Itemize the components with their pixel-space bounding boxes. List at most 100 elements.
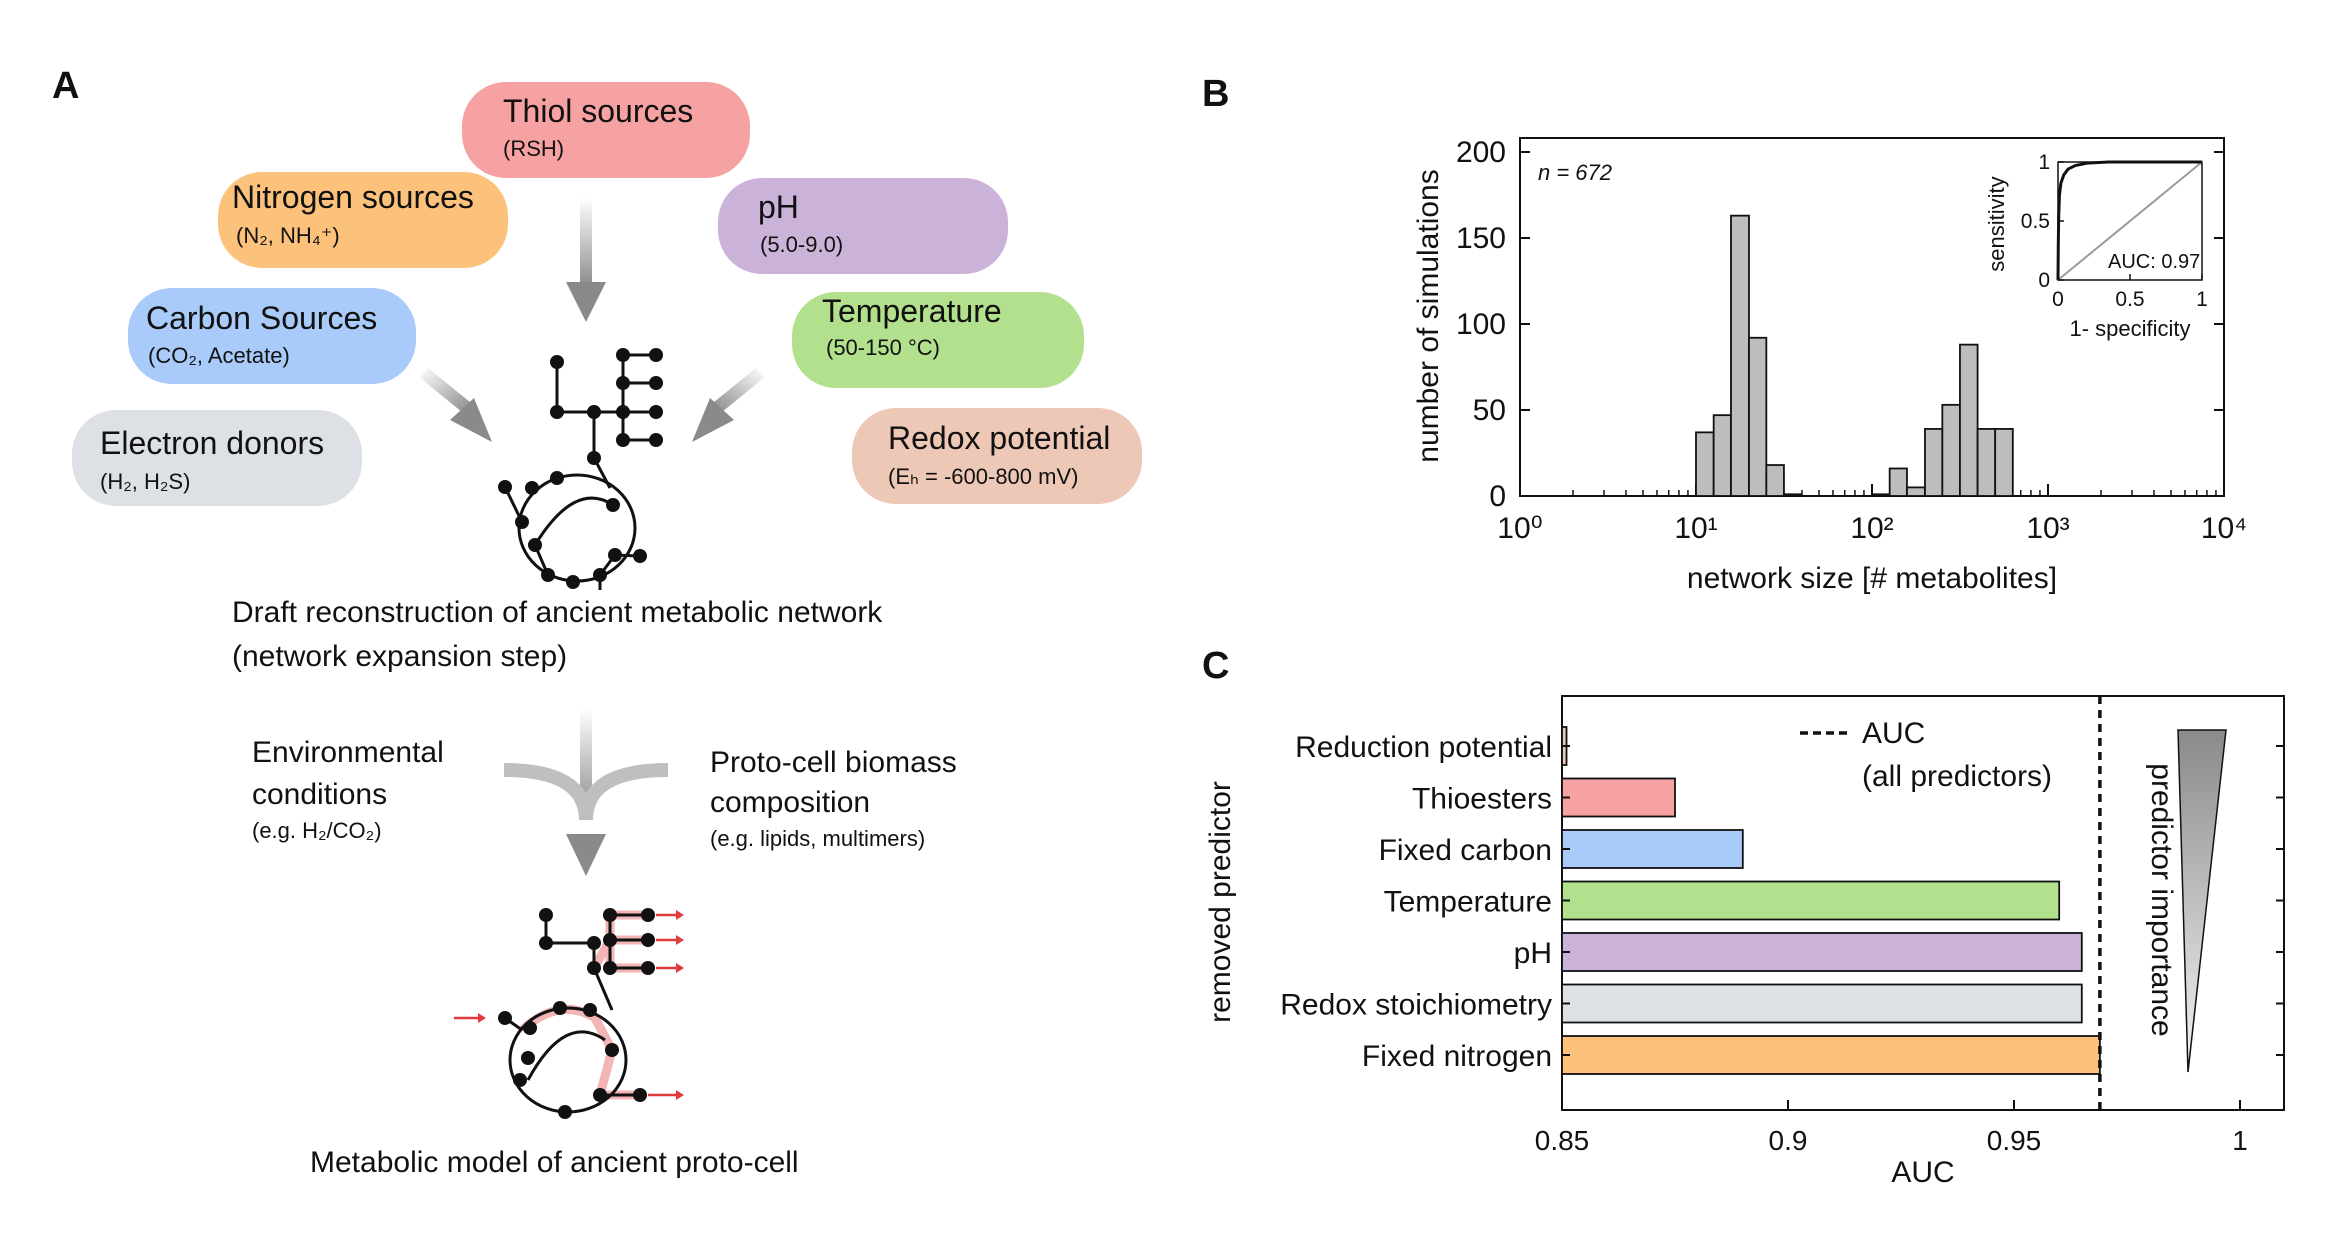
y-tick-label: 0 [1489, 480, 1506, 513]
arrow-head-left [450, 398, 492, 442]
exchange-arrows [454, 910, 684, 1100]
arrow-shaft-right [714, 368, 764, 412]
x-tick-label: 10⁴ [2201, 512, 2247, 545]
pill-background [792, 292, 1084, 388]
source-pill-ph: pH (5.0-9.0) [718, 178, 1008, 274]
histogram-bar [1695, 431, 1715, 497]
histogram-bar [1924, 428, 1944, 497]
predictor-label: Reduction potential [1295, 731, 1552, 764]
merge-arrow-head [566, 834, 606, 876]
predictor-label: Thioesters [1412, 783, 1552, 816]
source-pill-thiol: Thiol sources (RSH) [462, 82, 750, 178]
auc-bar [1561, 880, 2061, 921]
auc-bar [1561, 829, 1744, 869]
predictor-label: Fixed nitrogen [1362, 1040, 1552, 1073]
auc-x-axis-label: AUC [1891, 1156, 1954, 1189]
roc-curve [2056, 160, 2202, 281]
y-tick-label: 100 [1456, 308, 1506, 341]
roc-x-tick-label: 1 [2196, 288, 2208, 311]
pill-title: Thiol sources [503, 93, 693, 129]
auc-right-ticks [2276, 745, 2284, 1056]
panel-letter-a: A [52, 65, 79, 107]
pill-title: Temperature [822, 293, 1002, 329]
predictor-label: Temperature [1384, 886, 1552, 919]
histogram-bar [1994, 428, 2014, 497]
histogram-bar [1783, 493, 1803, 497]
network-tree [594, 353, 656, 442]
pill-title: Electron donors [100, 425, 324, 461]
environment-label-line1: Environmental [252, 736, 444, 769]
histogram-bar [1712, 414, 1732, 497]
model-nodes [498, 908, 655, 1119]
predictor-label: pH [1514, 937, 1552, 970]
pill-title: Nitrogen sources [232, 179, 474, 215]
arrow-shaft-left [420, 368, 470, 412]
merge-arrow-right-branch [579, 763, 669, 821]
draft-network-nodes [498, 348, 663, 589]
reference-legend-line1: AUC [1862, 717, 1925, 750]
x-tick-label: 10³ [2026, 512, 2069, 545]
panel-letter-c: C [1202, 645, 1229, 687]
reference-legend-line2: (all predictors) [1862, 760, 2052, 793]
predictor-label: Fixed carbon [1379, 834, 1552, 867]
histogram-y-axis-label: number of simulations [1412, 169, 1445, 462]
histogram-bar [1730, 214, 1750, 497]
arrow-head-top [566, 282, 606, 322]
source-pill-carbon: Carbon Sources (CO₂, Acetate) [128, 288, 416, 384]
source-pill-temperature: Temperature (50-150 °C) [792, 292, 1084, 388]
pill-background [128, 288, 416, 384]
histogram-bar [1941, 403, 1961, 497]
model-network-graph [454, 908, 684, 1119]
auc-x-ticks: 0.85 0.9 0.95 1 [1535, 1100, 2248, 1156]
pill-background [462, 82, 750, 178]
roc-x-tick-label: 0 [2052, 288, 2064, 311]
network-branch [555, 362, 612, 489]
pill-subtitle: (5.0-9.0) [760, 232, 843, 257]
pill-background [72, 410, 362, 506]
draft-caption-line2: (network expansion step) [232, 640, 567, 673]
histogram-bar [1765, 464, 1785, 497]
merge-arrow-left-branch [503, 763, 593, 821]
biomass-label-line2: composition [710, 786, 870, 819]
draft-caption-line1: Draft reconstruction of ancient metaboli… [232, 596, 883, 629]
y-tick-label: 50 [1473, 394, 1506, 427]
predictor-label: Redox stoichiometry [1280, 989, 1552, 1022]
x-tick-label: 0.95 [1987, 1125, 2042, 1156]
pill-subtitle: (RSH) [503, 136, 564, 161]
panel-c: C Reduction potential Thioesters Fixed car… [1202, 645, 2285, 1189]
pill-title: pH [758, 189, 799, 225]
environment-example: (e.g. H₂/CO₂) [252, 818, 382, 843]
pill-subtitle: (Eₕ = -600-800 mV) [888, 464, 1078, 489]
input-arrows [420, 198, 764, 442]
roc-ticks: 0 0.5 1 0 0.5 1 [2021, 151, 2208, 311]
pill-title: Redox potential [888, 420, 1110, 456]
arrow-shaft-top [580, 198, 592, 288]
arrow-head-right [692, 398, 734, 442]
pill-background [718, 178, 1008, 274]
source-pill-electron-donors: Electron donors (H₂, H₂S) [72, 410, 362, 506]
auc-bar [1561, 932, 2083, 972]
histogram-bar [1871, 493, 1891, 497]
auc-bar [1561, 777, 1676, 818]
histogram-bar [1888, 467, 1908, 497]
panel-a: A Thiol sources (RSH) Nitrogen sources (… [52, 65, 1142, 1179]
x-tick-label: 10⁰ [1497, 512, 1542, 545]
network-edges [503, 486, 641, 590]
pill-background [852, 408, 1142, 504]
pill-subtitle: (H₂, H₂S) [100, 469, 190, 494]
x-tick-label: 10² [1850, 512, 1893, 545]
histogram-x-axis-label: network size [# metabolites] [1687, 562, 2057, 595]
roc-y-tick-label: 0 [2038, 269, 2050, 292]
biomass-label-line1: Proto-cell biomass [710, 746, 957, 779]
panel-letter-b: B [1202, 73, 1229, 115]
x-tick-label: 0.85 [1535, 1125, 1590, 1156]
y-tick-label: 200 [1456, 136, 1506, 169]
model-caption: Metabolic model of ancient proto-cell [310, 1146, 799, 1179]
auc-bars: Reduction potential Thioesters Fixed carbo… [1280, 726, 2101, 1075]
biomass-example: (e.g. lipids, multimers) [710, 826, 925, 851]
pill-subtitle: (CO₂, Acetate) [148, 343, 290, 368]
roc-y-tick-label: 1 [2038, 151, 2050, 174]
